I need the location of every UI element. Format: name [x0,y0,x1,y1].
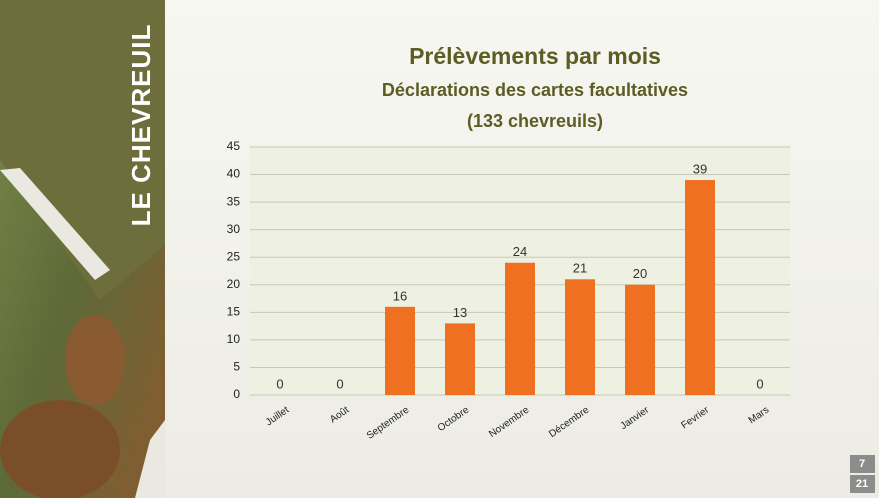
deer [0,400,120,498]
y-tick-label: 40 [227,167,241,181]
data-label: 0 [336,376,343,391]
page-number: 7 [859,458,865,470]
data-label: 13 [453,305,467,320]
y-tick-label: 5 [233,360,240,374]
slide: LE CHEVREUIL Prélèvements par mois Décla… [0,0,879,498]
data-label: 20 [633,266,647,281]
bar [625,285,655,395]
bar [565,279,595,395]
y-tick-label: 0 [233,387,240,401]
deer [65,315,125,405]
data-label: 39 [693,162,707,177]
data-label: 21 [573,261,587,276]
side-title: LE CHEVREUIL [126,24,156,227]
y-tick-label: 20 [227,277,241,291]
y-tick-label: 35 [227,194,241,208]
chart-title: Prélèvements par mois [409,43,661,69]
bar [385,307,415,395]
y-tick-label: 30 [227,222,241,236]
data-label: 24 [513,244,527,259]
bar [685,180,715,395]
y-tick-label: 25 [227,249,241,263]
y-tick-label: 45 [227,139,241,153]
bar [445,323,475,395]
data-label: 16 [393,288,407,303]
y-tick-label: 15 [227,305,241,319]
y-tick-label: 10 [227,332,241,346]
chart-subtitle: (133 chevreuils) [467,111,603,131]
bar [505,263,535,395]
page-number: 21 [856,478,868,490]
data-label: 0 [276,376,283,391]
chart-subtitle: Déclarations des cartes facultatives [382,80,688,100]
data-label: 0 [756,376,763,391]
